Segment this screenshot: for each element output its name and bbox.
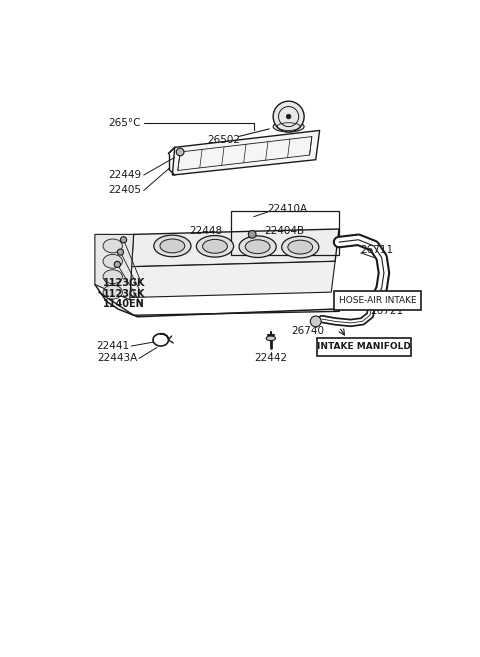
- Text: HOSE-AIR INTAKE: HOSE-AIR INTAKE: [339, 296, 417, 305]
- Circle shape: [117, 249, 123, 255]
- Polygon shape: [132, 229, 339, 267]
- Ellipse shape: [203, 239, 228, 253]
- Text: 22442: 22442: [254, 353, 288, 363]
- Text: 26711: 26711: [360, 245, 394, 255]
- Circle shape: [248, 231, 256, 238]
- FancyBboxPatch shape: [316, 338, 411, 356]
- Ellipse shape: [196, 236, 234, 257]
- Polygon shape: [172, 131, 320, 175]
- Text: 22405: 22405: [108, 185, 141, 196]
- Text: 22443A: 22443A: [97, 353, 137, 363]
- Ellipse shape: [239, 236, 276, 258]
- Text: 22404B: 22404B: [264, 225, 305, 235]
- Ellipse shape: [288, 240, 312, 254]
- FancyBboxPatch shape: [335, 291, 421, 310]
- Text: 26721: 26721: [370, 306, 403, 317]
- Circle shape: [311, 316, 321, 327]
- Circle shape: [273, 101, 304, 132]
- Circle shape: [120, 237, 127, 243]
- Bar: [230, 210, 339, 255]
- Ellipse shape: [103, 239, 122, 253]
- Ellipse shape: [154, 235, 191, 257]
- Ellipse shape: [103, 254, 122, 268]
- Text: 22449: 22449: [108, 170, 141, 180]
- Ellipse shape: [273, 121, 304, 132]
- Text: INTAKE MANIFOLD: INTAKE MANIFOLD: [317, 342, 411, 351]
- Circle shape: [114, 261, 120, 267]
- Polygon shape: [130, 261, 335, 298]
- Text: 22448: 22448: [190, 225, 223, 235]
- Ellipse shape: [160, 239, 185, 253]
- Text: 1123GK: 1123GK: [103, 278, 145, 288]
- Text: 1123GK: 1123GK: [103, 288, 145, 299]
- Text: 265°C: 265°C: [108, 118, 141, 127]
- Ellipse shape: [282, 237, 319, 258]
- Circle shape: [176, 148, 184, 156]
- Text: 22441: 22441: [96, 341, 130, 351]
- Text: 1140EN: 1140EN: [103, 300, 144, 309]
- Polygon shape: [95, 235, 133, 300]
- Ellipse shape: [103, 270, 122, 284]
- Text: 26502: 26502: [207, 135, 240, 145]
- Ellipse shape: [103, 285, 122, 299]
- Ellipse shape: [245, 240, 270, 254]
- Text: 22410A: 22410A: [268, 204, 308, 214]
- Text: 26740: 26740: [291, 326, 324, 336]
- Circle shape: [286, 114, 291, 119]
- Ellipse shape: [266, 336, 276, 340]
